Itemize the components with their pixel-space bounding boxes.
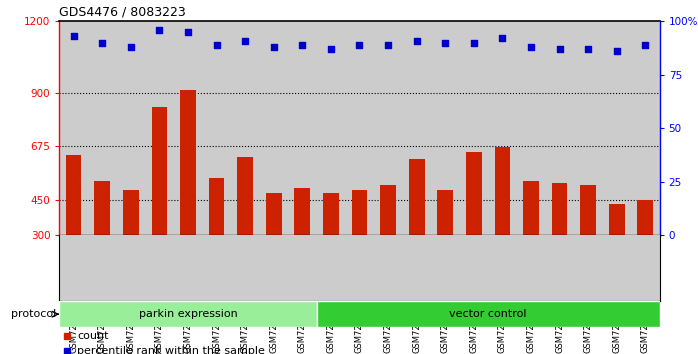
Point [154, 27, 165, 33]
Bar [409, 159, 424, 235]
Bar [237, 157, 253, 235]
Bar [352, 190, 367, 235]
Point [96, 40, 107, 46]
Point [68, 33, 79, 39]
Point [125, 44, 136, 50]
Bar [438, 190, 453, 235]
Point [182, 29, 193, 35]
Text: GSM729743: GSM729743 [184, 239, 193, 290]
Text: GSM729729: GSM729729 [384, 239, 392, 290]
Text: count: count [77, 331, 109, 341]
Bar [551, 183, 567, 235]
Text: GSM729746: GSM729746 [269, 239, 279, 290]
Point [554, 46, 565, 52]
Bar [209, 178, 224, 235]
Text: vector control: vector control [450, 309, 527, 319]
Point [297, 42, 308, 48]
Text: protocol: protocol [10, 309, 56, 319]
Bar [94, 181, 110, 235]
Text: GSM729740: GSM729740 [98, 239, 107, 290]
Text: GSM729739: GSM729739 [69, 239, 78, 290]
Text: GSM729734: GSM729734 [526, 239, 535, 290]
Text: GDS4476 / 8083223: GDS4476 / 8083223 [59, 6, 186, 19]
Bar [59, 301, 317, 327]
Text: GSM729736: GSM729736 [584, 239, 593, 290]
Text: GSM729733: GSM729733 [498, 239, 507, 290]
Text: GSM729738: GSM729738 [641, 239, 650, 290]
Bar [266, 193, 281, 235]
Bar [66, 154, 82, 235]
Text: GSM729747: GSM729747 [298, 239, 307, 290]
Point [497, 35, 508, 41]
Point [468, 40, 480, 46]
Point [211, 42, 222, 48]
Point [325, 46, 336, 52]
Text: GSM729745: GSM729745 [241, 239, 250, 290]
Text: GSM729730: GSM729730 [412, 239, 421, 290]
Text: GSM729735: GSM729735 [555, 239, 564, 290]
Text: GSM729737: GSM729737 [612, 239, 621, 290]
Point [354, 42, 365, 48]
Point [583, 46, 594, 52]
Point [268, 44, 279, 50]
Text: GSM729731: GSM729731 [440, 239, 450, 290]
Bar [523, 181, 539, 235]
Bar [123, 190, 139, 235]
Text: GSM729744: GSM729744 [212, 239, 221, 290]
Bar [295, 188, 310, 235]
Text: GSM729741: GSM729741 [126, 239, 135, 290]
Bar [580, 185, 596, 235]
Bar [180, 90, 196, 235]
Text: GSM729742: GSM729742 [155, 239, 164, 290]
Point [411, 38, 422, 43]
Point [611, 48, 623, 54]
Text: parkin expression: parkin expression [139, 309, 237, 319]
Point [383, 42, 394, 48]
Point [440, 40, 451, 46]
Bar [317, 301, 660, 327]
Bar [466, 152, 482, 235]
Bar [151, 107, 168, 235]
Text: percentile rank within the sample: percentile rank within the sample [77, 346, 265, 354]
Bar [380, 185, 396, 235]
Text: GSM729727: GSM729727 [327, 239, 335, 290]
Point [526, 44, 537, 50]
Bar [323, 193, 339, 235]
Bar [494, 147, 510, 235]
Bar [609, 205, 625, 235]
Point [640, 42, 651, 48]
Text: GSM729728: GSM729728 [355, 239, 364, 290]
Point [239, 38, 251, 43]
Bar [637, 200, 653, 235]
Text: GSM729732: GSM729732 [469, 239, 478, 290]
